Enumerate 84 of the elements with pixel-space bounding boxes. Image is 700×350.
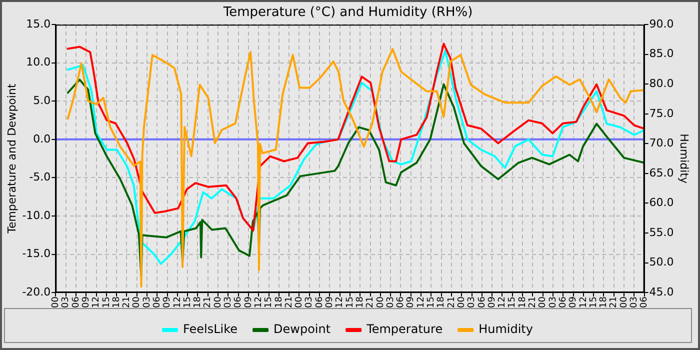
x-tick-label: 00 <box>376 296 386 308</box>
x-tick-label: 00 <box>132 296 142 308</box>
y2-tick-label: 75.0 <box>649 106 674 120</box>
x-tick-label: 18 <box>193 296 204 308</box>
y2-tick-label: 65.0 <box>649 166 674 180</box>
x-tick-label: 18 <box>112 296 122 308</box>
x-tick-label: 06 <box>640 296 650 308</box>
y-tick-label: -15.0 <box>22 247 51 260</box>
x-tick-label: 12 <box>254 296 264 308</box>
x-tick-label: 06 <box>152 296 162 308</box>
x-tick-label: 12 <box>578 296 589 308</box>
x-tick-label: 21 <box>366 296 376 308</box>
y-tick-label: 0.0 <box>33 132 51 146</box>
x-tick-label: 18 <box>599 296 610 308</box>
y2-tick-label: 50.0 <box>649 256 674 269</box>
x-tick-label: 03 <box>304 296 315 308</box>
x-tick-label: 00 <box>51 296 62 308</box>
x-tick-label: 15 <box>508 296 518 308</box>
x-tick-label: 18 <box>518 296 528 308</box>
x-tick-label: 15 <box>264 296 274 308</box>
x-tick-label: 03 <box>61 296 72 308</box>
legend-label: Dewpoint <box>274 322 331 336</box>
x-tick-label: 06 <box>558 296 568 308</box>
legend-label: FeelsLike <box>183 322 238 336</box>
x-tick-label: 03 <box>224 296 234 308</box>
x-tick-label: 09 <box>568 296 579 308</box>
x-tick-label: 06 <box>396 296 406 308</box>
x-tick-label: 00 <box>213 296 224 308</box>
x-tick-label: 06 <box>71 296 82 308</box>
x-tick-label: 12 <box>92 296 102 308</box>
x-tick-label: 09 <box>325 296 336 308</box>
x-tick-label: 12 <box>498 296 508 308</box>
chart-title: Temperature (°C) and Humidity (RH%) <box>222 5 473 20</box>
y-tick-label: 10.0 <box>26 56 51 69</box>
y-tick-label: -5.0 <box>29 170 51 184</box>
x-tick-label: 15 <box>588 296 599 308</box>
x-tick-label: 00 <box>619 296 630 308</box>
y-tick-label: -10.0 <box>22 208 51 222</box>
x-tick-label: 12 <box>416 296 426 308</box>
y2-axis-title: Humidity <box>678 134 691 184</box>
x-tick-label: 21 <box>284 296 294 308</box>
x-tick-label: 15 <box>102 296 112 308</box>
x-tick-label: 09 <box>244 296 254 308</box>
legend-label: Temperature <box>366 322 443 336</box>
x-tick-label: 21 <box>528 296 538 308</box>
legend-label: Humidity <box>478 322 534 336</box>
y2-tick-label: 90.0 <box>649 17 674 30</box>
x-tick-label: 00 <box>456 296 467 308</box>
y2-tick-label: 45.0 <box>649 285 674 298</box>
x-tick-label: 18 <box>436 296 447 308</box>
x-tick-label: 21 <box>609 296 620 308</box>
x-tick-label: 03 <box>548 296 558 308</box>
x-tick-label: 09 <box>162 296 173 308</box>
x-tick-label: 15 <box>345 296 356 308</box>
y2-tick-label: 85.0 <box>649 47 674 60</box>
x-tick-label: 15 <box>426 296 437 308</box>
x-tick-label: 21 <box>122 296 132 308</box>
x-tick-label: 03 <box>386 296 396 308</box>
x-tick-label: 18 <box>355 296 366 308</box>
x-tick-label: 21 <box>203 296 214 308</box>
x-tick-label: 15 <box>182 296 193 308</box>
x-tick-label: 06 <box>477 296 488 308</box>
y2-tick-label: 70.0 <box>649 136 674 150</box>
x-tick-label: 18 <box>274 296 284 308</box>
x-tick-label: 00 <box>294 296 305 308</box>
x-tick-label: 09 <box>81 296 92 308</box>
x-tick-label: 03 <box>142 296 152 308</box>
x-tick-label: 03 <box>630 296 640 308</box>
y2-tick-label: 60.0 <box>649 196 674 210</box>
x-tick-label: 00 <box>538 296 548 308</box>
y2-tick-label: 55.0 <box>649 226 674 239</box>
x-tick-label: 12 <box>335 296 346 308</box>
x-tick-label: 06 <box>314 296 325 308</box>
x-tick-label: 09 <box>487 296 498 308</box>
x-tick-label: 09 <box>406 296 416 308</box>
x-tick-label: 06 <box>234 296 244 308</box>
x-tick-label: 03 <box>467 296 478 308</box>
y2-tick-label: 80.0 <box>649 77 674 90</box>
y-tick-label: -20.0 <box>22 285 51 298</box>
x-tick-label: 12 <box>172 296 183 308</box>
y-tick-label: 15.0 <box>26 17 51 30</box>
y-tick-label: 5.0 <box>33 94 51 108</box>
y-axis-title: Temperature and Dewpoint <box>5 83 18 234</box>
x-tick-label: 21 <box>446 296 457 308</box>
